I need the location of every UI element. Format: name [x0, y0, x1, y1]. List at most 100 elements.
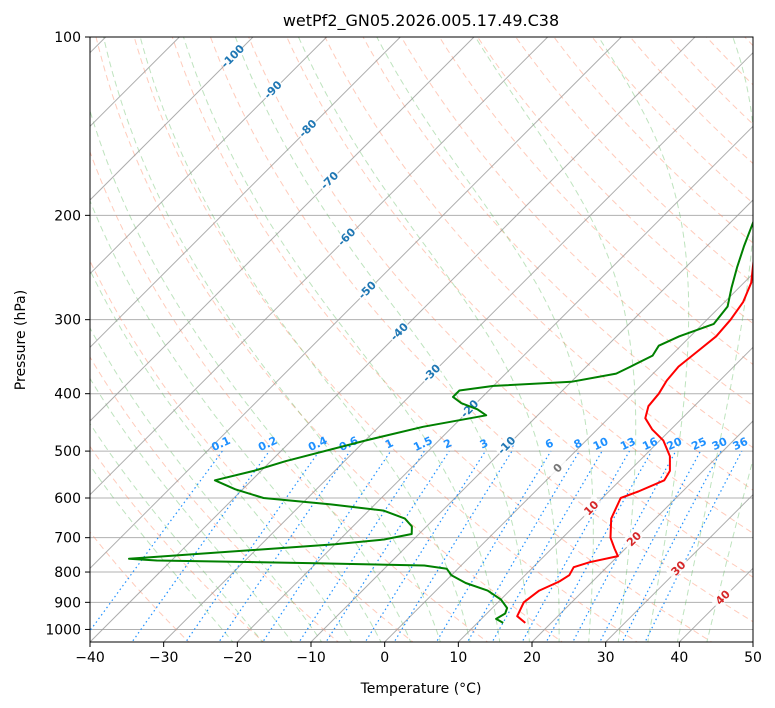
- dry-adiabat-line: [667, 37, 753, 125]
- moist-adiabat-line: [90, 327, 323, 642]
- dry-adiabat-line: [95, 37, 564, 642]
- dry-adiabat-line: [90, 356, 340, 642]
- y-tick-label: 100: [54, 30, 81, 46]
- isotherm-label-background: [578, 495, 603, 520]
- isotherm-label-group: -40: [386, 318, 411, 343]
- y-tick-label: 1000: [45, 622, 81, 638]
- dry-adiabat-line: [438, 37, 753, 366]
- isotherm-label-background: [456, 395, 481, 420]
- moist-adiabat-line: [183, 37, 501, 642]
- mixing-ratio-line: [572, 450, 677, 642]
- moist-adiabat-line: [90, 464, 234, 642]
- isotherm-label-background: [316, 167, 341, 192]
- moist-adiabat-line: [90, 422, 264, 642]
- x-tick-label: −40: [75, 650, 105, 666]
- temperature-profile-line: [516, 258, 753, 624]
- dry-adiabat-line: [90, 445, 265, 642]
- isotherm-label-background: [259, 76, 285, 101]
- isotherm-label-group: -10: [493, 432, 519, 457]
- mixing-ratio-line: [621, 450, 722, 642]
- moist-adiabat-line: [103, 37, 441, 642]
- isotherm-line: [605, 493, 753, 642]
- dry-adiabat-line: [770, 24, 775, 645]
- x-tick-label: 20: [523, 650, 541, 666]
- isotherm-label-group: -30: [418, 360, 444, 385]
- isotherm-line: [457, 346, 753, 642]
- mixing-ratio-line: [435, 450, 552, 642]
- y-tick-label: 700: [54, 531, 81, 547]
- x-tick-label: 50: [744, 650, 762, 666]
- mixing-ratio-line: [90, 450, 223, 632]
- mixing-ratio-line: [466, 450, 580, 642]
- isotherm-label-background: [544, 455, 569, 480]
- dry-adiabat-line: [515, 37, 753, 284]
- y-tick-label: 800: [54, 565, 81, 581]
- mixing-ratio-label: 6: [543, 436, 556, 451]
- chart-title: wetPf2_GN05.2026.005.17.49.C38: [283, 11, 559, 31]
- x-axis-label: Temperature (°C): [360, 681, 482, 697]
- x-tick-label: −20: [223, 650, 253, 666]
- mixing-ratio-line: [393, 450, 513, 642]
- x-tick-label: 10: [449, 650, 467, 666]
- dry-adiabat-line: [744, 37, 753, 47]
- isotherm-line: [752, 641, 753, 642]
- mixing-ratio-line: [218, 450, 351, 642]
- isotherm-label-group: 20: [621, 526, 646, 551]
- isotherm-label: -80: [296, 117, 319, 140]
- dry-adiabat-line: [591, 37, 753, 204]
- dewpoint-profile-line: [128, 220, 753, 624]
- isotherm-line: [90, 37, 549, 496]
- isotherm-label-group: -70: [316, 167, 342, 192]
- mixing-ratio-line: [644, 450, 743, 642]
- moist-adiabat-line: [139, 37, 471, 642]
- isotherm-line: [90, 37, 254, 201]
- isotherm-line: [90, 37, 475, 422]
- moist-adiabat-line: [376, 37, 594, 642]
- isotherm-label-background: [665, 555, 690, 580]
- x-tick-label: −10: [296, 650, 326, 666]
- isotherm-line: [678, 567, 753, 642]
- isotherm-label-group: -80: [294, 115, 320, 140]
- isotherm-line: [90, 37, 622, 570]
- isotherm-label-background: [354, 277, 379, 302]
- moist-adiabat-line: [298, 37, 560, 642]
- x-tick-label: 0: [380, 650, 389, 666]
- isotherm-label-background: [333, 224, 358, 249]
- plot-area: 0.10.20.40.611.52346810131620253036-100-…: [90, 24, 775, 645]
- isotherm-line: [90, 37, 328, 275]
- x-tick-label: −30: [149, 650, 179, 666]
- mixing-ratio-line: [521, 450, 631, 642]
- isotherm-label-background: [294, 115, 319, 140]
- mixing-ratio-label: 36: [731, 435, 751, 453]
- mixing-ratio-label: 10: [591, 435, 611, 453]
- mixing-ratio-label: 30: [710, 435, 730, 453]
- isotherm-line: [310, 199, 753, 642]
- isotherm-label: -60: [335, 225, 358, 248]
- isotherm-label-group: 0: [544, 455, 569, 480]
- y-tick-label: 600: [54, 491, 81, 507]
- moist-adiabat-line: [90, 199, 382, 642]
- moist-adiabat-line: [598, 37, 690, 642]
- x-tick-label: 40: [670, 650, 688, 666]
- mixing-ratio-line: [491, 450, 603, 642]
- mixing-ratio-line: [325, 450, 450, 642]
- isotherm-label-background: [621, 526, 646, 551]
- dry-adiabat-line: [362, 37, 753, 449]
- isotherm-label-background: [386, 318, 411, 343]
- moist-adiabat-line: [90, 109, 412, 642]
- isotherm-line: [163, 51, 753, 642]
- moist-adiabat-line: [676, 37, 753, 642]
- x-tick-label: 30: [597, 650, 615, 666]
- mixing-ratio-line: [262, 450, 392, 642]
- y-axis-label: Pressure (hPa): [13, 290, 29, 390]
- isotherm-label-group: 40: [709, 584, 734, 609]
- mixing-ratio-label: 2: [442, 436, 454, 451]
- isotherm-label-background: [493, 432, 518, 457]
- isotherm-line: [236, 125, 753, 642]
- mixing-ratio-label: 25: [689, 435, 708, 453]
- mixing-ratio-label: 3: [478, 436, 490, 451]
- isotherm-label-background: [418, 360, 443, 385]
- isotherm-line: [384, 272, 753, 642]
- isotherm-label-group: -60: [333, 224, 359, 249]
